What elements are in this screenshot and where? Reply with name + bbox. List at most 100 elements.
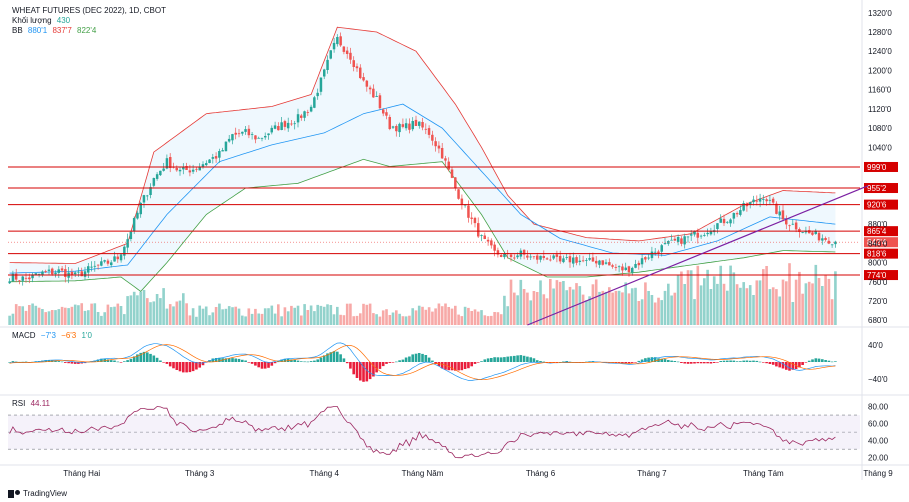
- volume-bar: [401, 316, 405, 325]
- candle: [277, 122, 280, 131]
- price-axis-tick-label: 1240'0: [868, 47, 892, 56]
- candle-body: [24, 277, 28, 279]
- candle: [100, 257, 103, 267]
- volume-bar: [283, 307, 287, 325]
- macd-histogram-bar: [431, 360, 434, 362]
- level-tag-bg: [864, 183, 898, 194]
- macd-histogram-bar: [257, 362, 261, 368]
- rsi-value: 44.11: [30, 399, 51, 408]
- volume-bar: [286, 311, 290, 325]
- candle-body: [467, 205, 470, 218]
- volume-bar: [211, 312, 215, 325]
- candle-body: [693, 231, 696, 235]
- candle-body: [136, 212, 139, 219]
- candle: [290, 120, 293, 126]
- candle-body: [821, 238, 824, 241]
- candle: [73, 271, 77, 277]
- candle: [257, 136, 260, 139]
- macd-histogram-bar: [254, 362, 257, 366]
- macd-histogram-bar: [778, 362, 782, 368]
- candle-body: [211, 157, 215, 159]
- volume-bar: [34, 305, 38, 325]
- candle-body: [323, 69, 326, 77]
- candle-body: [798, 229, 801, 232]
- volume-bar: [739, 287, 742, 325]
- volume-bar: [329, 305, 333, 325]
- candle-body: [545, 258, 549, 260]
- candle: [303, 110, 306, 122]
- macd-histogram-bar: [499, 357, 503, 362]
- volume-bar: [689, 270, 693, 325]
- candle: [572, 252, 575, 268]
- volume-bar: [447, 307, 451, 325]
- candle-body: [762, 199, 765, 200]
- macd-histogram-bar: [830, 361, 834, 363]
- macd-histogram-bar: [67, 362, 70, 364]
- volume-bar: [309, 305, 313, 325]
- volume-bar: [781, 279, 785, 325]
- macd-histogram-bar: [247, 362, 251, 363]
- macd-histogram-bar: [306, 361, 310, 363]
- candle-body: [28, 277, 31, 280]
- candle: [699, 234, 703, 239]
- candle-body: [329, 50, 332, 59]
- candle: [309, 104, 313, 113]
- candle-body: [41, 271, 44, 275]
- macd-histogram-bar: [768, 362, 772, 364]
- volume-bar: [476, 311, 480, 325]
- candle: [142, 194, 146, 208]
- volume-bar: [250, 313, 254, 325]
- candle-body: [781, 210, 785, 220]
- price-axis-tick-label: 800'0: [868, 259, 888, 268]
- volume-value: 430: [56, 16, 71, 25]
- candle: [703, 232, 706, 237]
- candle-body: [205, 163, 208, 166]
- volume-bar: [699, 285, 703, 325]
- tradingview-watermark[interactable]: TradingView: [8, 489, 67, 498]
- rsi-axis-tick-label: 20.00: [868, 454, 889, 463]
- candle: [467, 200, 470, 223]
- candle: [611, 263, 614, 269]
- volume-bar: [460, 316, 464, 325]
- macd-histogram-bar: [752, 360, 755, 362]
- macd-histogram-bar: [73, 362, 77, 364]
- volume-bar: [506, 306, 510, 325]
- volume-bar: [381, 310, 385, 325]
- candle-body: [116, 256, 119, 260]
- candle-body: [814, 231, 817, 234]
- candle-body: [830, 244, 834, 246]
- volume-bar: [146, 298, 149, 325]
- candle: [637, 260, 641, 270]
- candle: [345, 46, 349, 59]
- volume-bar: [463, 306, 467, 325]
- macd-histogram-bar: [227, 358, 231, 362]
- candle: [814, 228, 817, 235]
- candle-body: [595, 260, 598, 264]
- price-axis-tick-label: 1200'0: [868, 66, 892, 75]
- level-tag-label: 955'2: [867, 184, 887, 193]
- candle-body: [273, 125, 277, 129]
- candle-body: [70, 271, 74, 276]
- volume-bar: [719, 265, 723, 325]
- volume-bar: [129, 295, 133, 325]
- candle-body: [421, 122, 424, 128]
- volume-bar: [336, 306, 339, 325]
- level-tag-label: 999'0: [867, 163, 887, 172]
- price-axis-tick-label: 680'0: [868, 316, 888, 325]
- candle-body: [716, 223, 719, 229]
- candle: [771, 196, 775, 205]
- macd-histogram-bar: [781, 362, 785, 369]
- macd-histogram-bar: [372, 362, 375, 377]
- candle-body: [621, 266, 624, 271]
- candle-body: [185, 166, 188, 170]
- volume-bar: [771, 287, 775, 325]
- candle: [450, 166, 454, 179]
- x-axis-tick-label: Tháng 3: [185, 469, 215, 478]
- candle-body: [788, 225, 791, 227]
- candle-body: [319, 77, 323, 92]
- macd-histogram-bar: [519, 355, 523, 362]
- candle-body: [221, 150, 224, 152]
- candle-body: [404, 123, 408, 129]
- candle: [680, 236, 683, 247]
